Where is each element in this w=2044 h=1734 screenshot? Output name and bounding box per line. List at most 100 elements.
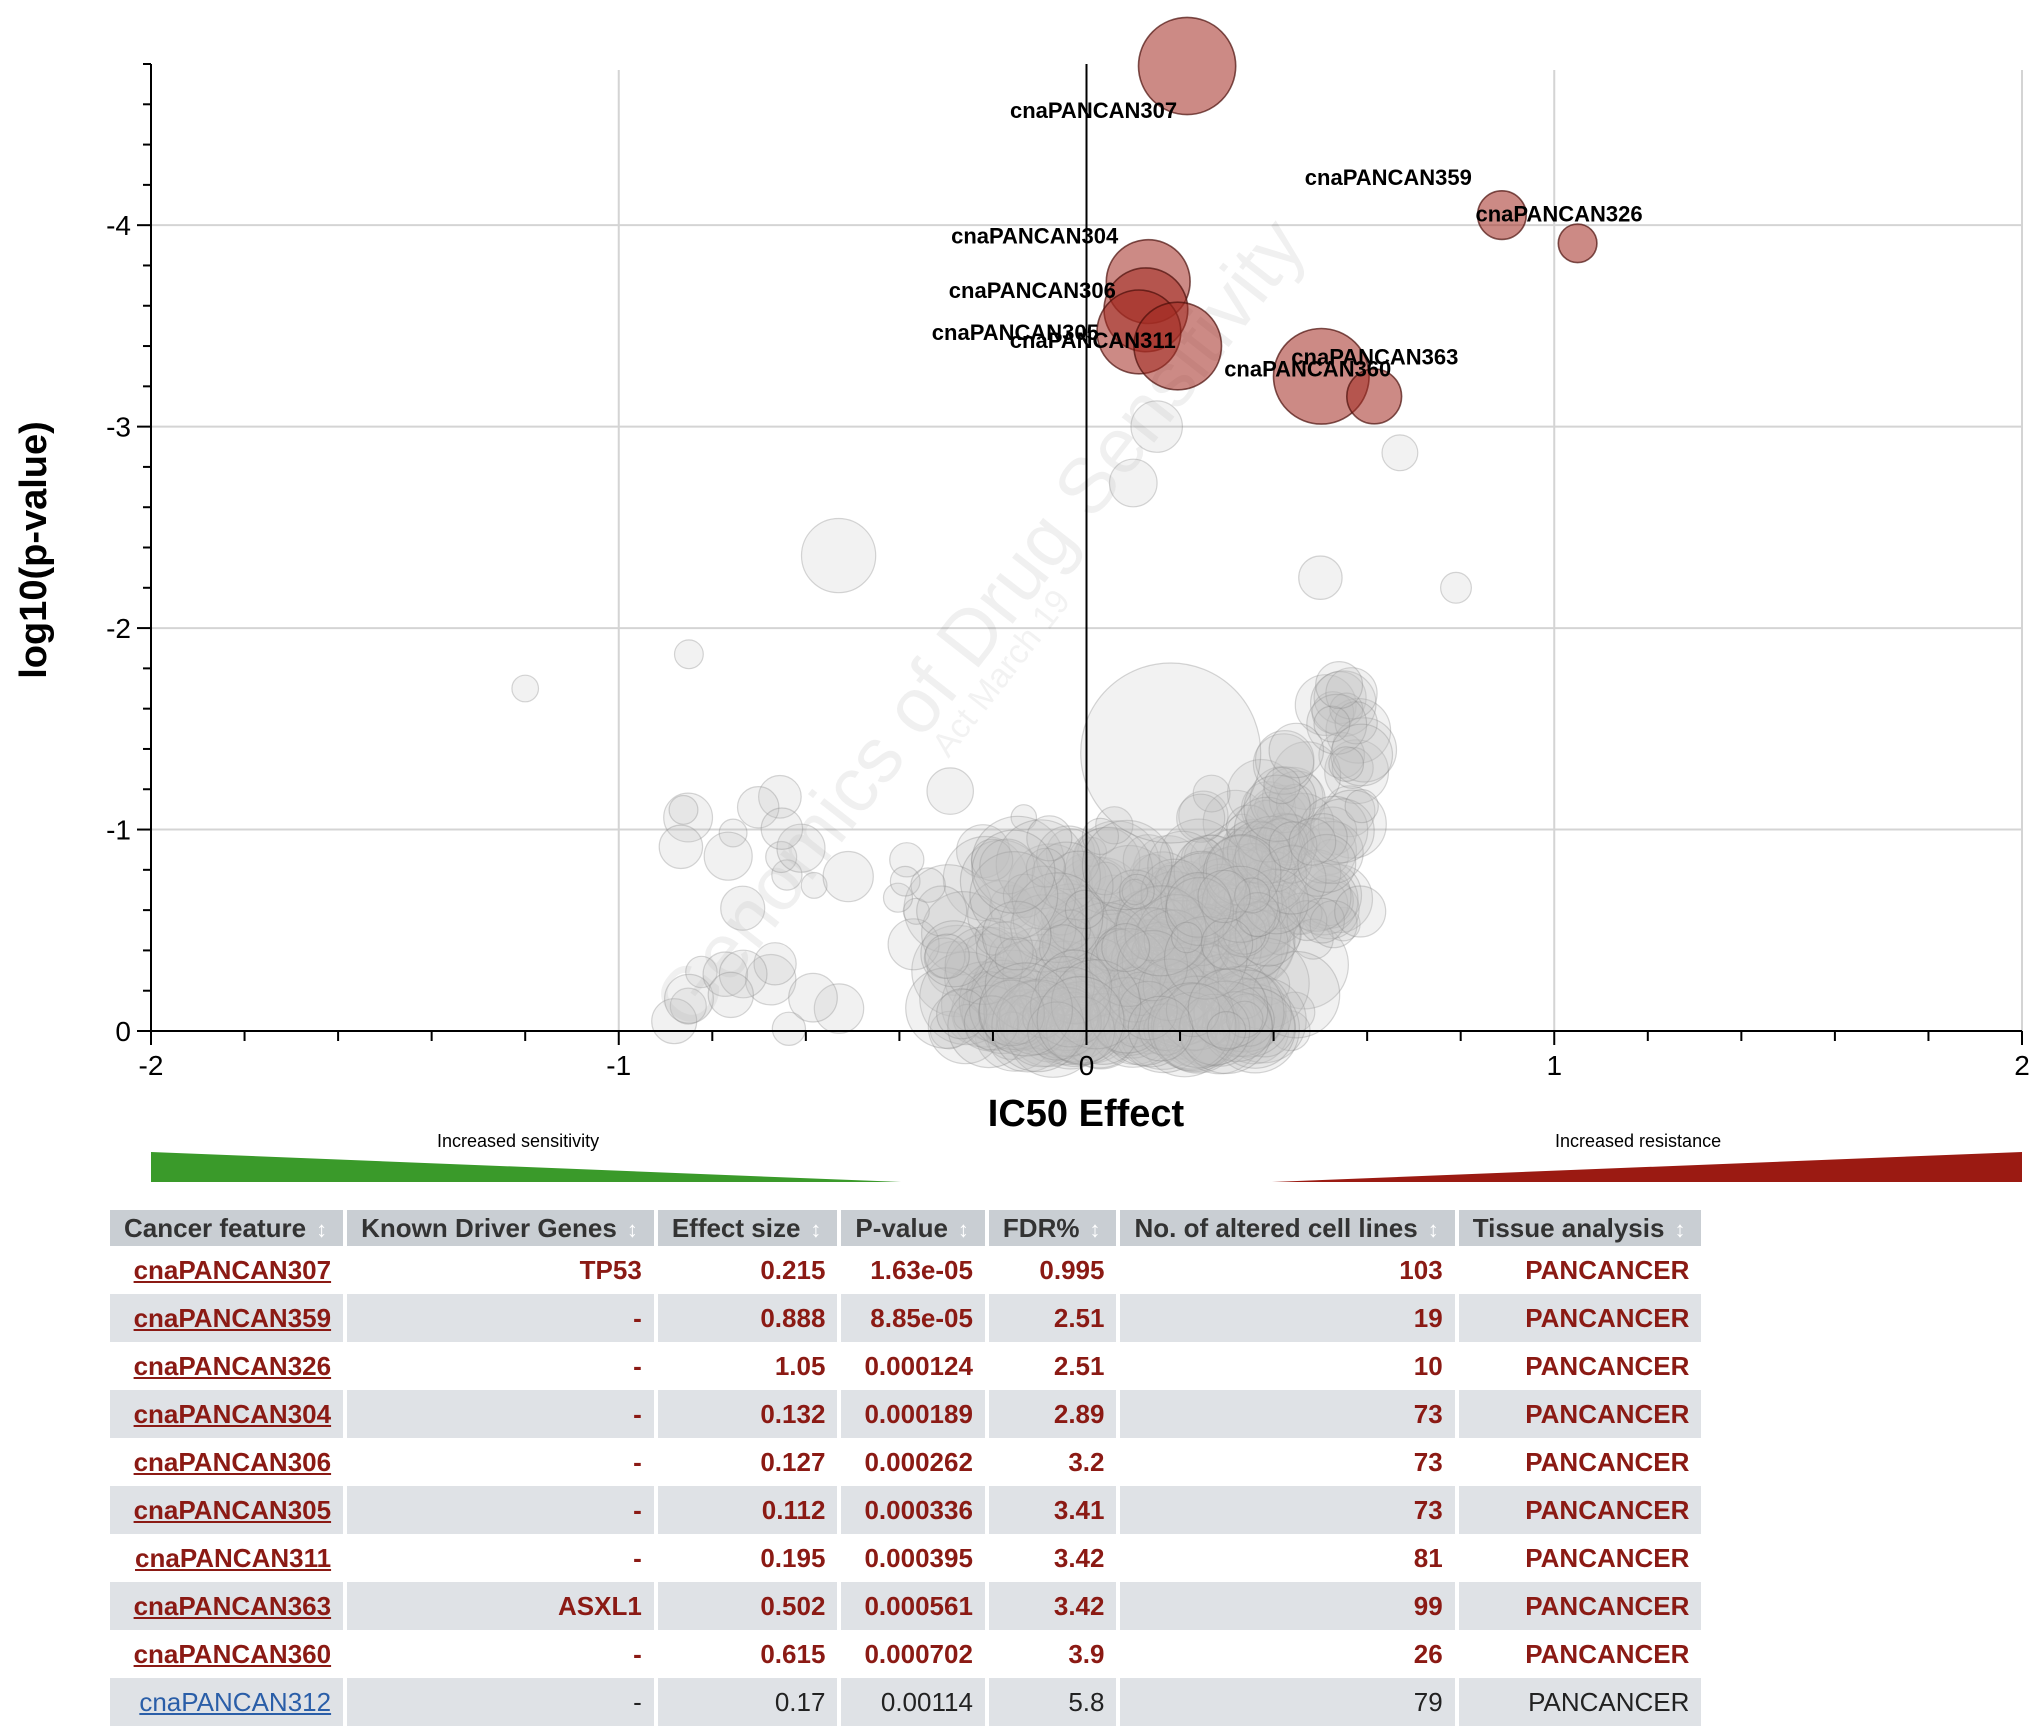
background-point (1179, 980, 1274, 1075)
background-point (887, 918, 940, 971)
feature-link[interactable]: cnaPANCAN326 (133, 1350, 332, 1381)
cell-cancer-feature[interactable]: cnaPANCAN305 (110, 1486, 344, 1534)
background-point (955, 824, 1011, 879)
cell-cancer-feature[interactable]: cnaPANCAN304 (110, 1390, 344, 1438)
background-point (971, 949, 1056, 1035)
sort-icon[interactable]: ↕ (810, 1216, 822, 1242)
background-point (1218, 916, 1253, 952)
sort-icon[interactable]: ↕ (1427, 1216, 1439, 1242)
feature-link[interactable]: cnaPANCAN360 (133, 1638, 332, 1669)
background-point (1144, 937, 1191, 984)
background-point (1010, 804, 1038, 831)
cell-cancer-feature[interactable]: cnaPANCAN311 (110, 1534, 343, 1582)
col-p-value[interactable]: P-value ↕ (841, 1210, 985, 1246)
background-point (1185, 906, 1258, 979)
cell-cancer-feature[interactable]: cnaPANCAN307 (110, 1246, 343, 1294)
background-point (1183, 837, 1224, 878)
background-point (1002, 978, 1050, 1026)
cell-p-value: 0.000189 (841, 1390, 985, 1438)
cell-cancer-feature[interactable]: cnaPANCAN359 (110, 1294, 344, 1342)
background-point (1022, 995, 1065, 1039)
background-point (970, 838, 1014, 882)
cell-driver-genes: - (347, 1486, 654, 1534)
background-point (1225, 825, 1266, 867)
background-point (1137, 964, 1221, 1047)
point-label: cnaPANCAN306 (949, 278, 1116, 303)
background-point (1226, 758, 1296, 828)
sort-icon[interactable]: ↕ (626, 1216, 638, 1242)
background-point (1313, 670, 1367, 725)
point-label: cnaPANCAN359 (1305, 165, 1472, 190)
background-point (1185, 888, 1217, 920)
cell-cancer-feature[interactable]: cnaPANCAN326 (110, 1342, 343, 1390)
feature-link[interactable]: cnaPANCAN359 (133, 1302, 332, 1333)
col-known-driver-genes[interactable]: Known Driver Genes ↕ (347, 1210, 654, 1246)
highlighted-point[interactable] (1137, 16, 1237, 116)
col-fdr[interactable]: FDR% ↕ (988, 1210, 1117, 1246)
background-point (1203, 896, 1296, 989)
background-point (1192, 858, 1251, 917)
cell-cancer-feature[interactable]: cnaPANCAN306 (110, 1438, 343, 1486)
sort-icon[interactable]: ↕ (1674, 1216, 1686, 1242)
background-point (1317, 789, 1387, 859)
feature-link[interactable]: cnaPANCAN305 (133, 1494, 332, 1525)
background-point (1298, 897, 1345, 944)
cell-altered-cell-lines: 103 (1399, 1254, 1443, 1285)
background-point (989, 884, 1034, 930)
feature-link[interactable]: cnaPANCAN307 (133, 1254, 332, 1285)
background-point (927, 988, 1004, 1065)
background-point (1258, 812, 1308, 862)
background-point (1146, 1010, 1178, 1042)
background-point (1297, 833, 1357, 893)
background-point (1256, 791, 1308, 842)
background-point (1115, 951, 1142, 978)
highlighted-point[interactable] (1557, 223, 1598, 264)
sort-icon[interactable]: ↕ (316, 1216, 328, 1242)
y-tick-label: 0 (115, 1016, 131, 1047)
background-point (1240, 781, 1297, 837)
background-point (1072, 820, 1161, 908)
background-point (1045, 950, 1119, 1024)
cell-fdr: 3.2 (1068, 1446, 1105, 1477)
feature-link[interactable]: cnaPANCAN312 (139, 1686, 332, 1717)
background-point (1300, 820, 1364, 885)
background-point (1158, 968, 1191, 1002)
background-point (1190, 877, 1220, 907)
col-cancer-feature[interactable]: Cancer feature ↕ (110, 1210, 344, 1246)
feature-link[interactable]: cnaPANCAN363 (133, 1590, 332, 1621)
cell-fdr: 3.42 (988, 1582, 1117, 1630)
background-point (926, 767, 975, 815)
background-point (1165, 872, 1232, 938)
background-point (651, 998, 698, 1045)
background-point (1268, 882, 1305, 919)
background-point (969, 850, 1059, 940)
effect-legend (151, 1152, 2022, 1182)
cell-cancer-feature[interactable]: cnaPANCAN363 (110, 1582, 344, 1630)
cell-cancer-feature[interactable]: cnaPANCAN360 (110, 1630, 343, 1678)
feature-link[interactable]: cnaPANCAN304 (133, 1398, 332, 1429)
col-tissue-analysis[interactable]: Tissue analysis ↕ (1458, 1210, 1702, 1246)
sort-icon[interactable]: ↕ (1089, 1216, 1101, 1242)
background-point (1224, 978, 1266, 1020)
background-point (1198, 846, 1227, 875)
background-point (1062, 856, 1144, 938)
background-point (1040, 894, 1122, 976)
background-point (1059, 947, 1116, 1004)
table-row: cnaPANCAN311 - 0.195 0.000395 3.42 81 PANCANCE… (110, 1534, 1701, 1582)
col-effect-size[interactable]: Effect size ↕ (657, 1210, 838, 1246)
background-point (1152, 979, 1241, 1068)
background-point (1247, 821, 1296, 870)
sort-icon[interactable]: ↕ (957, 1216, 969, 1242)
feature-link[interactable]: cnaPANCAN311 (135, 1542, 332, 1573)
col-altered-cell-lines[interactable]: No. of altered cell lines ↕ (1120, 1210, 1455, 1246)
background-point (1272, 741, 1342, 810)
feature-link[interactable]: cnaPANCAN306 (133, 1446, 332, 1477)
cell-p-value: 0.000702 (864, 1638, 973, 1669)
highlighted-point[interactable] (1476, 190, 1527, 241)
highlighted-point[interactable] (1345, 368, 1403, 425)
background-point (1192, 895, 1239, 943)
background-point (1033, 984, 1117, 1068)
cell-cancer-feature[interactable]: cnaPANCAN312 (110, 1678, 344, 1726)
highlighted-point[interactable] (1133, 301, 1223, 391)
background-point (1216, 906, 1249, 939)
